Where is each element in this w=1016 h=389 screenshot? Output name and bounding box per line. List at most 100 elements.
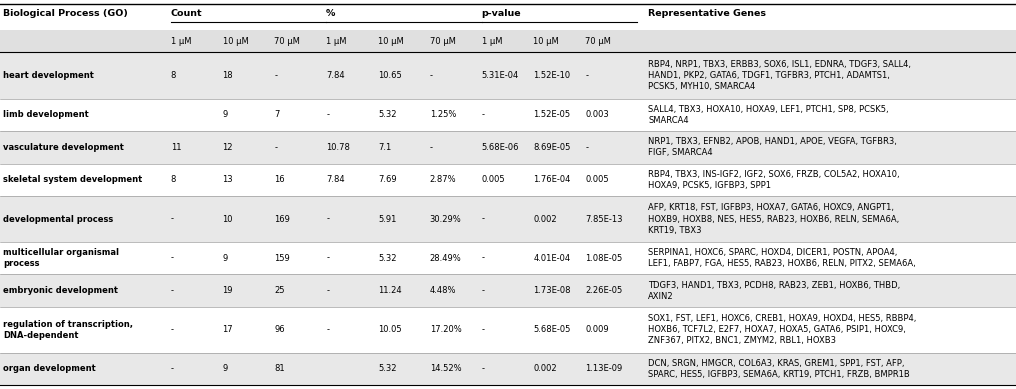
Text: 70 μM: 70 μM <box>274 37 300 46</box>
Text: -: - <box>326 214 329 224</box>
Bar <box>0 352 1016 385</box>
Text: 2.26E-05: 2.26E-05 <box>585 286 623 295</box>
Text: -: - <box>171 214 174 224</box>
Text: 17: 17 <box>223 325 233 334</box>
Text: 9: 9 <box>223 110 228 119</box>
Text: 7.69: 7.69 <box>378 175 396 184</box>
Text: 1 μM: 1 μM <box>171 37 191 46</box>
Text: 12: 12 <box>223 143 233 152</box>
Text: p-value: p-value <box>482 9 521 18</box>
Text: RBP4, TBX3, INS-IGF2, IGF2, SOX6, FRZB, COL5A2, HOXA10,
HOXA9, PCSK5, IGFBP3, SP: RBP4, TBX3, INS-IGF2, IGF2, SOX6, FRZB, … <box>648 170 900 190</box>
Text: 10: 10 <box>223 214 233 224</box>
Bar <box>0 164 1016 196</box>
Text: 5.31E-04: 5.31E-04 <box>482 71 519 80</box>
Text: 169: 169 <box>274 214 291 224</box>
Text: 1.73E-08: 1.73E-08 <box>533 286 571 295</box>
Text: RBP4, NRP1, TBX3, ERBB3, SOX6, ISL1, EDNRA, TDGF3, SALL4,
HAND1, PKP2, GATA6, TD: RBP4, NRP1, TBX3, ERBB3, SOX6, ISL1, EDN… <box>648 60 911 91</box>
Text: 9: 9 <box>223 254 228 263</box>
Text: 18: 18 <box>223 71 233 80</box>
Text: 5.32: 5.32 <box>378 110 396 119</box>
Text: 2.87%: 2.87% <box>430 175 456 184</box>
Text: embryonic development: embryonic development <box>3 286 118 295</box>
Text: 10.05: 10.05 <box>378 325 401 334</box>
Text: 1.13E-09: 1.13E-09 <box>585 364 623 373</box>
Text: 7: 7 <box>274 110 279 119</box>
Text: 0.005: 0.005 <box>585 175 609 184</box>
Text: developmental process: developmental process <box>3 214 114 224</box>
Text: 25: 25 <box>274 286 284 295</box>
Text: heart development: heart development <box>3 71 93 80</box>
Text: 11.24: 11.24 <box>378 286 401 295</box>
Text: -: - <box>482 286 485 295</box>
Text: 13: 13 <box>223 175 233 184</box>
Text: -: - <box>326 254 329 263</box>
Text: -: - <box>482 325 485 334</box>
Text: skeletal system development: skeletal system development <box>3 175 142 184</box>
Text: %: % <box>326 9 335 18</box>
Text: 1 μM: 1 μM <box>326 37 346 46</box>
Text: limb development: limb development <box>3 110 88 119</box>
Text: 4.48%: 4.48% <box>430 286 456 295</box>
Text: 96: 96 <box>274 325 284 334</box>
Text: 10 μM: 10 μM <box>378 37 403 46</box>
Text: TDGF3, HAND1, TBX3, PCDH8, RAB23, ZEB1, HOXB6, THBD,
AXIN2: TDGF3, HAND1, TBX3, PCDH8, RAB23, ZEB1, … <box>648 280 900 301</box>
Text: 1.52E-10: 1.52E-10 <box>533 71 571 80</box>
Text: 5.32: 5.32 <box>378 364 396 373</box>
Bar <box>0 53 1016 99</box>
Bar <box>0 307 1016 352</box>
Text: 1.25%: 1.25% <box>430 110 456 119</box>
Bar <box>0 99 1016 131</box>
Text: -: - <box>482 364 485 373</box>
Text: AFP, KRT18, FST, IGFBP3, HOXA7, GATA6, HOXC9, ANGPT1,
HOXB9, HOXB8, NES, HES5, R: AFP, KRT18, FST, IGFBP3, HOXA7, GATA6, H… <box>648 203 899 235</box>
Text: 1.52E-05: 1.52E-05 <box>533 110 571 119</box>
Bar <box>0 30 1016 52</box>
Text: 5.68E-06: 5.68E-06 <box>482 143 519 152</box>
Text: -: - <box>274 71 277 80</box>
Text: 30.29%: 30.29% <box>430 214 461 224</box>
Text: 19: 19 <box>223 286 233 295</box>
Text: 159: 159 <box>274 254 291 263</box>
Text: 0.002: 0.002 <box>533 214 557 224</box>
Text: Count: Count <box>171 9 202 18</box>
Bar <box>0 274 1016 307</box>
Text: 10 μM: 10 μM <box>533 37 559 46</box>
Text: 1 μM: 1 μM <box>482 37 502 46</box>
Text: 70 μM: 70 μM <box>430 37 455 46</box>
Text: -: - <box>482 214 485 224</box>
Text: 10.78: 10.78 <box>326 143 350 152</box>
Text: 4.01E-04: 4.01E-04 <box>533 254 571 263</box>
Text: 7.1: 7.1 <box>378 143 391 152</box>
Text: 5.91: 5.91 <box>378 214 396 224</box>
Text: -: - <box>171 364 174 373</box>
Text: 7.84: 7.84 <box>326 175 344 184</box>
Text: -: - <box>326 110 329 119</box>
Text: SALL4, TBX3, HOXA10, HOXA9, LEF1, PTCH1, SP8, PCSK5,
SMARCA4: SALL4, TBX3, HOXA10, HOXA9, LEF1, PTCH1,… <box>648 105 889 125</box>
Bar <box>0 131 1016 164</box>
Text: 11: 11 <box>171 143 181 152</box>
Text: vasculature development: vasculature development <box>3 143 124 152</box>
Text: -: - <box>171 325 174 334</box>
Text: 81: 81 <box>274 364 284 373</box>
Text: -: - <box>585 71 588 80</box>
Text: 8: 8 <box>171 175 176 184</box>
Text: 0.005: 0.005 <box>482 175 505 184</box>
Text: -: - <box>171 286 174 295</box>
Text: -: - <box>326 325 329 334</box>
Text: multicellular organismal
process: multicellular organismal process <box>3 248 119 268</box>
Text: Biological Process (GO): Biological Process (GO) <box>3 9 128 18</box>
Text: 10 μM: 10 μM <box>223 37 248 46</box>
Text: -: - <box>326 286 329 295</box>
Text: regulation of transcription,
DNA-dependent: regulation of transcription, DNA-depende… <box>3 320 133 340</box>
Text: 17.20%: 17.20% <box>430 325 461 334</box>
Text: -: - <box>585 143 588 152</box>
Text: 14.52%: 14.52% <box>430 364 461 373</box>
Text: 0.003: 0.003 <box>585 110 609 119</box>
Text: 1.08E-05: 1.08E-05 <box>585 254 623 263</box>
Text: 7.85E-13: 7.85E-13 <box>585 214 623 224</box>
Text: DCN, SRGN, HMGCR, COL6A3, KRAS, GREM1, SPP1, FST, AFP,
SPARC, HES5, IGFBP3, SEMA: DCN, SRGN, HMGCR, COL6A3, KRAS, GREM1, S… <box>648 359 910 379</box>
Text: 5.32: 5.32 <box>378 254 396 263</box>
Text: -: - <box>430 71 433 80</box>
Text: 0.009: 0.009 <box>585 325 609 334</box>
Text: 70 μM: 70 μM <box>585 37 611 46</box>
Text: NRP1, TBX3, EFNB2, APOB, HAND1, APOE, VEGFA, TGFBR3,
FIGF, SMARCA4: NRP1, TBX3, EFNB2, APOB, HAND1, APOE, VE… <box>648 137 897 158</box>
